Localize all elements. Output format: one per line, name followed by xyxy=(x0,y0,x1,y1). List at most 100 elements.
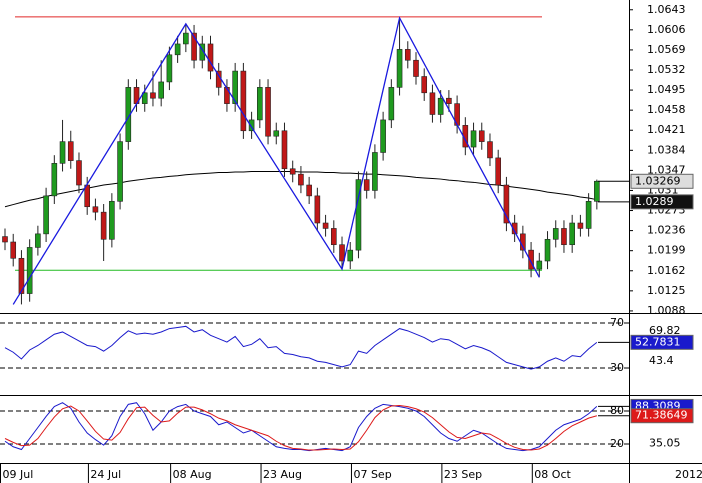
y-tick-label: 1.0162 xyxy=(647,264,686,277)
y-tick-label: 1.0421 xyxy=(647,123,686,136)
x-tick-label: 08 Oct xyxy=(534,468,571,481)
candle-body xyxy=(183,32,189,45)
y-tick-label: 1.0495 xyxy=(647,83,686,96)
y-tick-label: 1.0199 xyxy=(647,244,686,257)
year-label: 2012 xyxy=(675,468,702,481)
candle-body xyxy=(380,119,386,153)
candle-body xyxy=(322,222,329,229)
last-value-label-box xyxy=(630,408,694,424)
y-tick-label: 1.0088 xyxy=(647,304,686,317)
candle-body xyxy=(18,257,25,294)
y-tick-label: 1.0643 xyxy=(647,3,686,16)
candle-body xyxy=(43,195,49,235)
candle-body xyxy=(158,81,164,99)
candle-body xyxy=(141,92,148,104)
candle-body xyxy=(544,238,551,262)
candle-body xyxy=(240,70,247,132)
price-label-box xyxy=(630,194,694,210)
candle-body xyxy=(67,141,74,161)
candle-body xyxy=(404,49,411,61)
candle-body xyxy=(470,130,477,148)
candle-body xyxy=(478,130,485,142)
y-tick-label: 1.0347 xyxy=(647,163,686,176)
candle-body xyxy=(396,49,403,88)
last-value-label: 52.7831 xyxy=(635,335,681,348)
candle-body xyxy=(35,233,41,248)
candle-body xyxy=(413,59,419,77)
candle-body xyxy=(232,70,238,104)
candle-body xyxy=(92,206,99,213)
candle-body xyxy=(569,222,575,246)
candle-body xyxy=(248,119,255,132)
candle-body xyxy=(10,241,17,259)
candle-body xyxy=(577,222,584,229)
candle-body xyxy=(100,211,107,240)
candle-body xyxy=(330,228,337,246)
scale-label: 35.05 xyxy=(649,437,681,450)
x-tick-label: 07 Sep xyxy=(353,468,391,481)
price-label: 1.0289 xyxy=(635,195,674,208)
candle-body xyxy=(347,249,354,262)
candle-body xyxy=(298,173,304,186)
candle-body xyxy=(257,87,263,121)
candle-body xyxy=(446,97,452,104)
candle-body xyxy=(84,184,90,208)
candle-body xyxy=(199,43,206,61)
candle-body xyxy=(289,168,296,175)
candle-body xyxy=(224,87,230,104)
y-tick-label: 1.0384 xyxy=(647,143,686,156)
scale-label: 43.4 xyxy=(649,354,674,367)
y-tick-label: 1.0458 xyxy=(647,103,686,116)
candle-body xyxy=(2,236,8,243)
candle-body xyxy=(363,179,370,191)
candle-body xyxy=(421,76,428,94)
x-tick-label: 24 Jul xyxy=(90,468,121,481)
x-tick-label: 23 Aug xyxy=(263,468,302,481)
y-tick-label: 1.0532 xyxy=(647,63,686,76)
last-value-label-box xyxy=(630,334,694,350)
candle-body xyxy=(314,195,321,224)
y-tick-label: 20 xyxy=(610,437,624,450)
y-tick-label: 30 xyxy=(610,361,624,374)
candle-body xyxy=(495,157,502,186)
y-tick-label: 1.0125 xyxy=(647,284,686,297)
indicator-line xyxy=(4,325,598,370)
candle-body xyxy=(487,141,493,159)
y-tick-label: 1.0236 xyxy=(647,224,686,237)
y-tick-label: 1.0606 xyxy=(647,23,686,36)
candle-body xyxy=(166,54,173,83)
y-tick-label: 80 xyxy=(610,404,624,417)
candle-body xyxy=(503,184,510,224)
candle-body xyxy=(511,222,518,235)
candle-body xyxy=(109,201,115,240)
candle-body xyxy=(265,87,271,137)
candle-body xyxy=(51,163,58,197)
candle-body xyxy=(339,244,345,262)
candle-body xyxy=(437,97,444,115)
scale-label: 69.82 xyxy=(649,324,681,337)
candle-body xyxy=(536,260,543,270)
candle-body xyxy=(552,228,559,240)
candle-body xyxy=(585,201,592,229)
candle-body xyxy=(594,180,600,202)
last-value-label: 71.38649 xyxy=(635,409,688,422)
x-tick-label: 08 Aug xyxy=(173,468,212,481)
candle-body xyxy=(561,228,567,246)
candle-body xyxy=(273,130,280,137)
candle-body xyxy=(355,179,362,251)
x-tick-label: 23 Sep xyxy=(444,468,482,481)
candle-body xyxy=(191,32,197,61)
price-label: 1.03269 xyxy=(635,174,681,187)
y-tick-label: 1.0569 xyxy=(647,43,686,56)
candle-body xyxy=(117,141,123,202)
candle-body xyxy=(207,43,214,72)
price-label-box xyxy=(630,173,694,189)
candle-body xyxy=(372,152,378,191)
candle-body xyxy=(306,184,312,197)
candle-body xyxy=(174,43,181,56)
candle-body xyxy=(528,249,534,270)
candle-body xyxy=(76,160,82,186)
candle-body xyxy=(150,92,156,99)
